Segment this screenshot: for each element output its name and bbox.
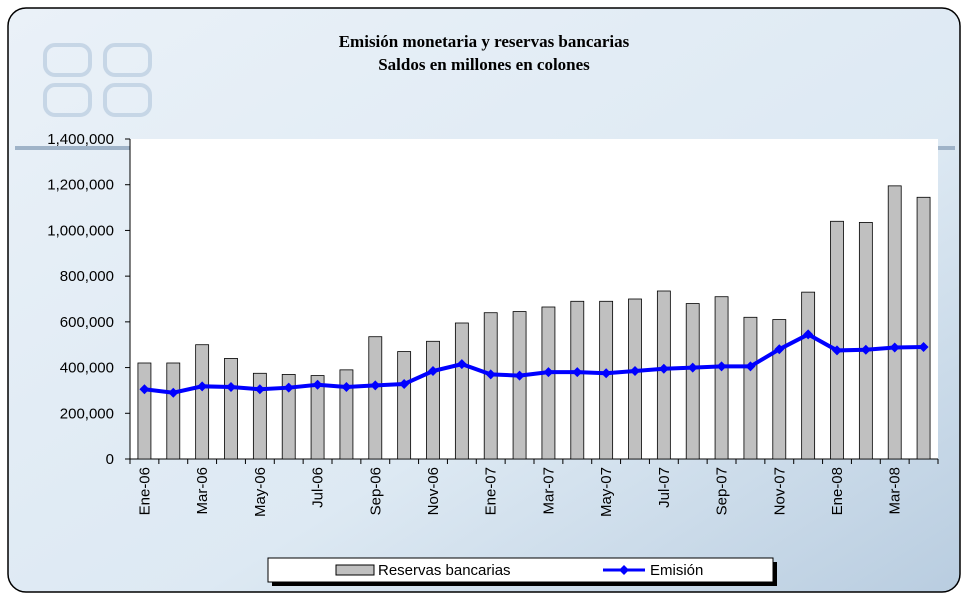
marker [774,344,785,355]
x-tick-label: Mar-06 [194,467,211,515]
legend-label: Reservas bancarias [378,562,511,579]
bar [310,375,325,460]
bar [858,222,873,460]
marker [312,379,323,390]
y-tick-label: 800,000 [60,268,114,285]
logo [43,43,152,117]
marker [399,379,410,390]
bar [483,312,498,460]
x-tick-label: May-06 [252,467,269,517]
bar [512,311,527,460]
marker [687,362,698,373]
y-tick-label: 1,400,000 [47,131,114,148]
x-tick-label: Jul-07 [656,467,673,508]
x-tick-label: May-07 [598,467,615,517]
bar [368,336,383,460]
bar [281,374,296,460]
bar [252,372,267,460]
x-tick-label: Sep-07 [714,467,731,515]
marker [889,342,900,353]
legend-marker [619,565,629,575]
marker [832,345,842,356]
y-tick-label: 0 [106,451,114,468]
bar [743,316,758,460]
bar [599,300,614,460]
bar [887,185,902,460]
marker [514,370,525,381]
bar [570,300,585,460]
marker [254,384,265,395]
bar [454,322,469,460]
marker [572,367,583,378]
y-tick-label: 200,000 [60,405,114,422]
bar [916,196,931,460]
bar [541,306,556,460]
bar [714,296,729,460]
y-tick-label: 600,000 [60,314,114,331]
x-tick-label: Ene-06 [136,467,153,515]
x-tick-label: Jul-06 [310,467,327,508]
marker [283,382,294,393]
marker [168,387,179,398]
bar [801,291,816,460]
bar [195,344,210,460]
marker [139,384,150,395]
line [144,332,924,395]
marker [485,369,496,380]
bar [339,369,354,460]
marker [716,361,727,372]
x-tick-label: Ene-08 [829,467,846,515]
marker [370,380,381,391]
x-tick-label: Mar-08 [887,467,904,515]
marker [197,381,208,392]
y-tick-label: 1,200,000 [47,177,114,194]
y-tick-label: 400,000 [60,360,114,377]
plot-area [130,139,938,459]
marker [630,366,640,376]
bar [166,362,181,460]
bar [772,319,787,460]
x-tick-label: Nov-07 [771,467,788,515]
legend-swatch [335,564,375,576]
marker [226,382,236,392]
marker [601,368,612,379]
bar [628,298,642,460]
legend-label: Emisión [650,562,703,579]
y-tick-label: 1,000,000 [47,222,114,239]
x-tick-label: Ene-07 [483,467,500,515]
x-tick-label: Sep-06 [367,467,384,515]
marker [860,344,871,355]
chart-subtitle: Saldos en millones en colones [378,55,590,74]
marker [918,342,929,352]
marker [341,382,352,392]
bar [224,358,238,460]
bar [830,220,844,460]
x-tick-label: Mar-07 [540,467,557,515]
marker [803,329,814,340]
bar [137,362,152,460]
marker [428,366,438,376]
bar [426,340,440,460]
x-tick-label: Nov-06 [425,467,442,515]
bar [397,351,412,460]
bar [685,303,700,460]
marker [543,367,554,378]
marker [658,363,669,374]
chart-title: Emisión monetaria y reservas bancarias [339,32,630,51]
marker [456,359,467,370]
bar [656,290,671,460]
marker [745,361,756,372]
